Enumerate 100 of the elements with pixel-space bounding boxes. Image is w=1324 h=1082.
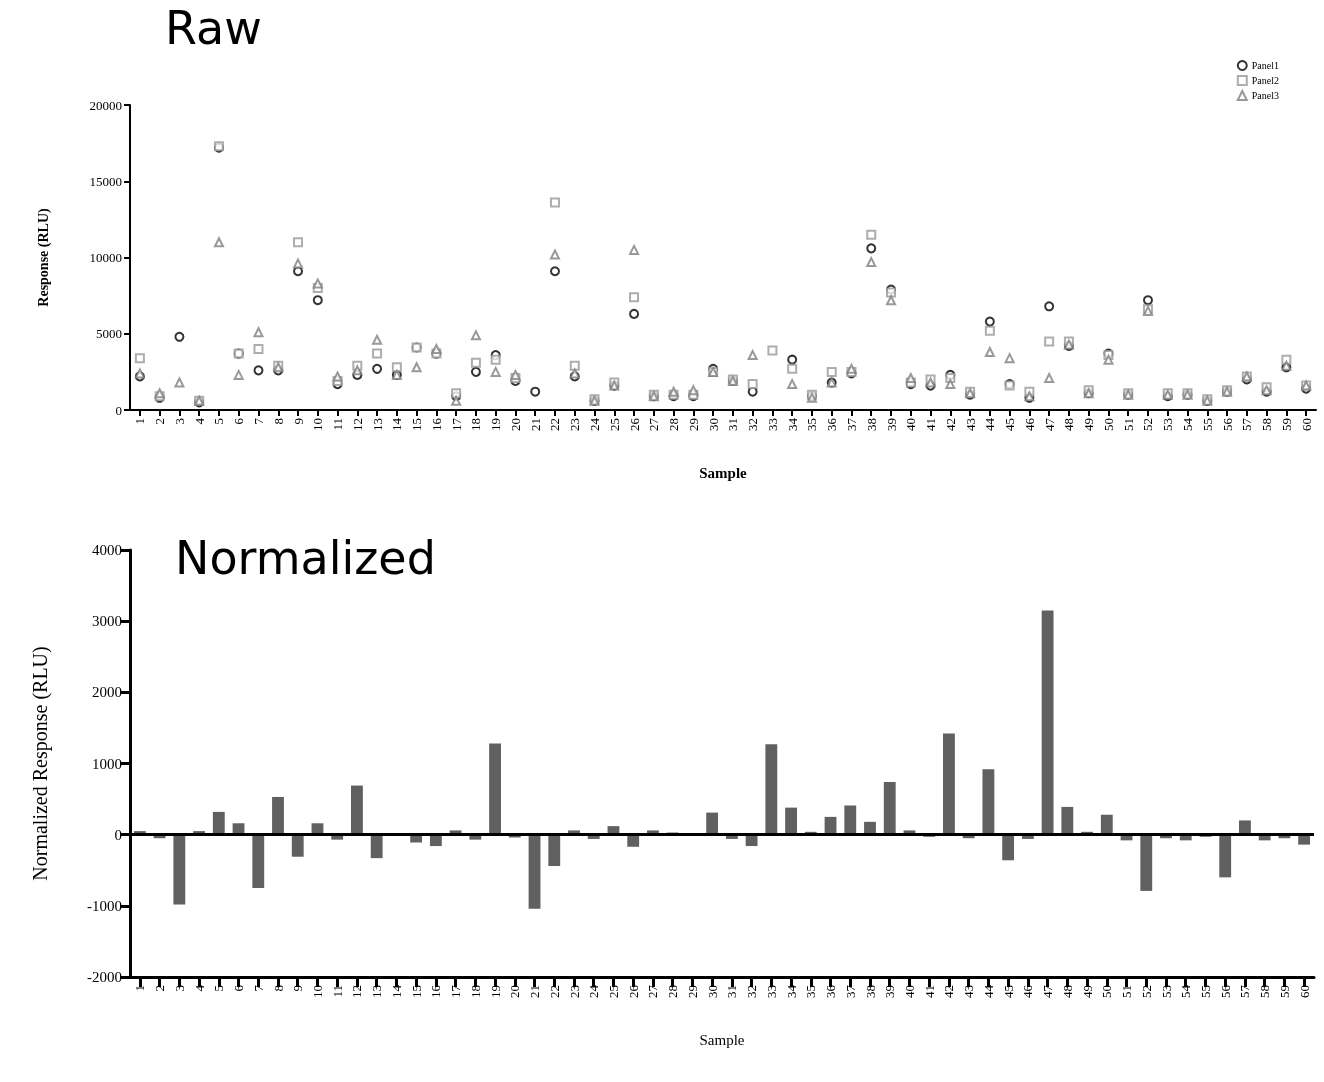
x-tick-label: 19 [488,418,504,431]
x-tick-label: 20 [507,418,523,431]
x-axis-title: Sample [699,1031,745,1048]
x-tick-label: 52 [1140,418,1156,431]
x-tick-label: 9 [290,418,306,425]
x-tick-label: 16 [428,417,444,431]
x-tick-label: 58 [1259,418,1275,431]
x-tick-label: 13 [369,418,385,431]
x-tick-label: 57 [1237,984,1253,998]
x-tick-label: 48 [1061,418,1077,431]
x-tick-label: 7 [250,984,266,992]
x-tick-label: 30 [705,418,721,431]
x-tick-label: 27 [646,417,662,431]
x-tick-label: 36 [824,417,840,431]
x-tick-label: 11 [329,985,345,998]
x-tick-label: 56 [1217,984,1233,998]
x-tick-label: 15 [409,418,425,431]
x-tick-label: 6 [231,417,247,425]
x-tick-label: 35 [804,418,820,431]
x-tick-label: 12 [349,985,365,998]
x-tick-label: 11 [330,418,346,431]
y-tick-label: -1000 [87,897,122,914]
x-tick-label: 60 [1298,418,1314,431]
x-tick-label: 5 [211,418,227,425]
y-axis-title: Response (RLU) [35,207,52,307]
y-tick-label: 2000 [92,684,122,701]
x-tick-label: 1 [132,985,148,992]
x-tick-label: 56 [1219,417,1235,431]
x-tick-label: 25 [606,418,622,431]
y-tick-label: 20000 [89,97,122,113]
x-tick-label: 31 [724,985,740,998]
y-tick-label: 5000 [96,326,122,342]
x-tick-label: 29 [685,418,701,431]
x-tick-label: 8 [270,418,286,425]
x-tick-label: 3 [171,418,187,425]
x-tick-label: 50 [1100,418,1116,431]
x-tick-label: 7 [250,417,266,425]
x-tick-label: 32 [745,418,761,431]
x-tick-label: 1 [132,418,148,425]
y-tick-label: -2000 [87,969,122,985]
x-tick-label: 44 [982,417,998,431]
x-tick-label: 28 [666,418,682,431]
x-tick-label: 17 [448,984,464,998]
x-axis-title: Sample [699,464,748,481]
x-tick-label: 57 [1239,417,1255,431]
x-tick-label: 36 [823,984,839,998]
x-tick-label: 49 [1081,418,1097,431]
legend-label: Panel2 [1251,75,1279,86]
x-tick-label: 34 [784,417,800,431]
chart-title: Normalized [175,531,436,585]
x-tick-label: 47 [1040,984,1056,998]
x-tick-label: 45 [1000,985,1016,998]
y-tick-label: 3000 [92,613,122,630]
legend-label: Panel1 [1251,60,1279,71]
x-tick-label: 40 [903,418,919,431]
x-tick-label: 33 [764,418,780,431]
y-tick-label: 10000 [89,250,122,265]
x-tick-label: 55 [1199,418,1215,431]
x-tick-label: 41 [921,985,937,998]
x-tick-label: 46 [1021,417,1037,431]
x-tick-label: 10 [310,418,326,431]
x-tick-label: 42 [941,985,957,998]
x-tick-label: 42 [942,418,958,431]
x-tick-label: 39 [883,418,899,431]
y-tick-label: 15000 [89,173,122,189]
y-tick-label: 1000 [92,755,122,772]
x-tick-label: 43 [962,418,978,431]
x-tick-label: 22 [547,418,563,431]
x-tick-label: 51 [1119,985,1135,998]
x-tick-label: 14 [389,417,405,431]
x-tick-label: 21 [527,985,543,998]
chart-title: Raw [165,1,262,55]
y-axis-title: Normalized Response (RLU) [29,646,52,881]
x-tick-label: 25 [605,985,621,998]
x-tick-label: 59 [1278,418,1294,431]
x-tick-label: 55 [1197,985,1213,998]
x-tick-label: 53 [1160,418,1176,431]
x-tick-label: 37 [842,984,858,998]
x-tick-label: 26 [626,417,642,431]
x-tick-label: 15 [408,985,424,998]
x-tick-label: 45 [1002,418,1018,431]
x-tick-label: 17 [448,417,464,431]
x-tick-label: 37 [843,417,859,431]
x-tick-label: 51 [1120,418,1136,431]
x-tick-label: 23 [567,418,583,431]
x-tick-label: 41 [923,418,939,431]
x-tick-label: 24 [587,417,603,431]
x-tick-label: 4 [191,417,207,425]
x-tick-label: 47 [1041,417,1057,431]
x-tick-label: 31 [725,418,741,431]
x-tick-label: 38 [863,418,879,431]
y-tick-label: 0 [115,402,122,418]
y-tick-label: 4000 [92,542,122,558]
x-tick-label: 21 [527,418,543,431]
x-tick-label: 2 [152,418,168,425]
x-tick-label: 18 [468,418,484,431]
legend-label: Panel3 [1251,90,1279,101]
x-tick-label: 27 [645,984,661,998]
x-tick-label: 12 [349,418,365,431]
x-tick-label: 26 [625,984,641,998]
